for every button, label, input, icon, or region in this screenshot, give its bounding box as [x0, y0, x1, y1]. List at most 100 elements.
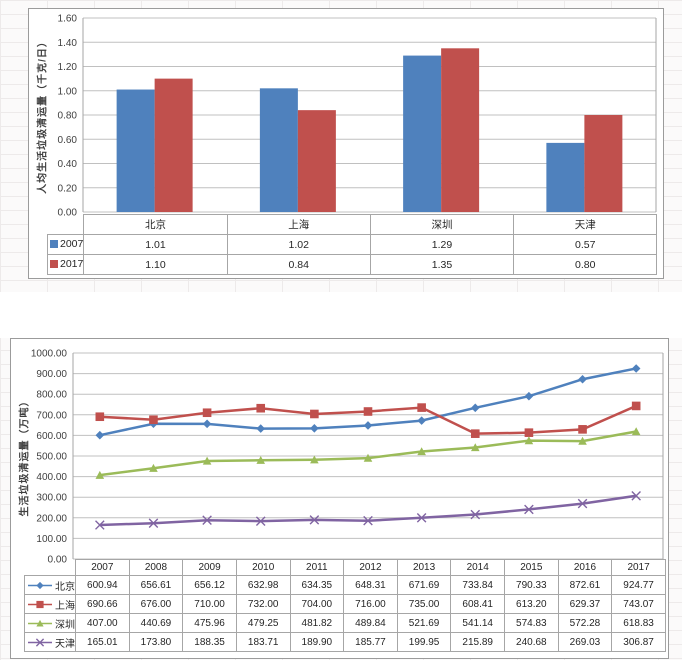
bar-2017-天津: [584, 115, 623, 212]
category-header-cell: 深圳: [369, 214, 515, 235]
value-cell: 306.87: [611, 632, 666, 652]
value-cell: 0.84: [226, 254, 371, 275]
value-cell: 0.80: [513, 254, 658, 275]
legend-marker-icon: [35, 637, 45, 647]
value-cell: 656.12: [182, 575, 237, 595]
y-tick-label: 800.00: [36, 390, 67, 401]
marker-天津-2013: [416, 513, 427, 523]
category-header-cell: 上海: [226, 214, 371, 235]
marker-天津-2007: [95, 520, 105, 530]
marker-北京-2009: [202, 419, 212, 429]
category-header-cell: 2011: [289, 559, 345, 576]
value-cell: 173.80: [128, 632, 184, 652]
value-cell: 618.83: [611, 613, 666, 633]
legend-marker-icon: [36, 600, 44, 608]
y-tick-label: 0.40: [58, 159, 78, 170]
legend-color-swatch-icon: [50, 260, 58, 268]
category-header-cell: 2010: [235, 559, 291, 576]
legend-line-marker-icon: [28, 619, 52, 627]
value-cell: 1.35: [369, 254, 515, 275]
marker-上海-2008: [149, 415, 158, 425]
marker-上海-2007: [95, 412, 105, 422]
value-cell: 600.94: [75, 575, 130, 595]
value-cell: 189.90: [289, 632, 345, 652]
legend-marker-icon: [36, 619, 44, 627]
value-cell: 481.82: [289, 613, 345, 633]
line-series-深圳: [99, 430, 637, 477]
y-tick-label: 0.60: [58, 135, 78, 146]
marker-深圳-2008: [149, 463, 158, 472]
value-cell: 676.00: [128, 594, 184, 614]
marker-上海-2013: [417, 403, 426, 412]
value-cell: 690.66: [75, 594, 130, 614]
bar-chart-data-table: 北京 上海 深圳 天津 2007 1.01 1.02 1.29 0.57 2017 1.10 0.84…: [46, 214, 658, 275]
value-cell: 924.77: [611, 575, 666, 595]
marker-北京-2014: [470, 403, 480, 413]
marker-深圳-2010: [256, 455, 266, 464]
value-cell: 572.28: [557, 613, 613, 633]
legend-line-marker-icon: [28, 600, 52, 608]
value-cell: 634.35: [289, 575, 345, 595]
marker-深圳-2017: [631, 427, 641, 436]
y-tick-label: 1.40: [58, 38, 78, 49]
y-tick-label: 1.20: [58, 62, 78, 73]
background-white-band: [0, 292, 682, 338]
y-tick-label: 100.00: [36, 534, 67, 545]
category-header-cell: 2017: [611, 559, 666, 576]
value-cell: 1.02: [226, 234, 371, 255]
bar-2007-上海: [259, 88, 298, 212]
per-capita-waste-bar-chart[interactable]: 人均生活垃圾清运量（千克/日） 0.00 0.20 0.40 0.60 0.80 1.00…: [28, 8, 664, 279]
marker-天津-2016: [577, 498, 588, 509]
marker-上海-2012: [363, 407, 373, 416]
value-cell: 710.00: [182, 594, 237, 614]
annual-waste-line-chart[interactable]: 生活垃圾清运量（万吨） 0.00 100.00 200.00 300.00 400.00…: [10, 338, 669, 659]
value-cell: 479.25: [235, 613, 291, 633]
marker-深圳-2016: [578, 436, 587, 445]
value-cell: 629.37: [557, 594, 613, 614]
y-tick-label: 1.00: [58, 86, 78, 97]
value-cell: 872.61: [557, 575, 613, 595]
value-cell: 608.41: [450, 594, 505, 614]
value-cell: 199.95: [396, 632, 452, 652]
value-cell: 541.14: [450, 613, 505, 633]
category-header-cell: 北京: [83, 214, 228, 235]
y-tick-label: 300.00: [36, 493, 67, 504]
value-cell: 1.10: [83, 254, 228, 275]
bar-chart-plot-area: 0.00 0.20 0.40 0.60 0.80 1.00 1.20 1.40 1.60: [58, 14, 657, 219]
data-table-row: 上海 690.66 676.00 710.00 732.00 704.00 716.00 73…: [24, 594, 666, 614]
value-cell: 704.00: [289, 594, 345, 614]
bar-2017-北京: [154, 78, 193, 212]
marker-深圳-2014: [470, 443, 480, 452]
series-name-label: 上海: [55, 600, 75, 612]
series-legend-cell: 2017: [46, 254, 85, 275]
category-header-cell: 2016: [557, 559, 613, 576]
marker-北京-2017: [631, 364, 641, 373]
value-cell: 648.31: [343, 575, 398, 595]
marker-深圳-2011: [310, 455, 319, 464]
bar-2017-上海: [297, 110, 336, 212]
y-tick-label: 0.20: [58, 183, 78, 194]
value-cell: 632.98: [235, 575, 291, 595]
value-cell: 521.69: [396, 613, 452, 633]
marker-上海-2010: [256, 403, 266, 413]
marker-北京-2007: [95, 430, 105, 440]
data-table-row: 天津 165.01 173.80 188.35 183.71 189.90 185.77 19…: [24, 632, 666, 652]
y-tick-label: 200.00: [36, 513, 67, 524]
series-name-label: 深圳: [55, 619, 75, 631]
y-tick-label: 1000.00: [31, 349, 68, 360]
series-name-label: 天津: [55, 638, 75, 650]
marker-天津-2012: [363, 515, 373, 526]
bar-2017-深圳: [441, 48, 480, 212]
category-header-cell: 2008: [128, 559, 184, 576]
line-chart-data-table: 2007 2008 2009 2010 2011 2012 2013 2014 2015 2016…: [24, 559, 666, 652]
y-tick-label: 0.80: [58, 111, 78, 122]
marker-深圳-2007: [95, 470, 105, 479]
legend-line-marker-icon: [28, 637, 52, 647]
bar-2007-北京: [116, 89, 155, 212]
bar-2007-天津: [546, 142, 585, 212]
series-name-label: 2007: [60, 238, 84, 250]
value-cell: 735.00: [396, 594, 452, 614]
value-cell: 475.96: [182, 613, 237, 633]
marker-天津-2011: [309, 515, 320, 525]
value-cell: 183.71: [235, 632, 291, 652]
